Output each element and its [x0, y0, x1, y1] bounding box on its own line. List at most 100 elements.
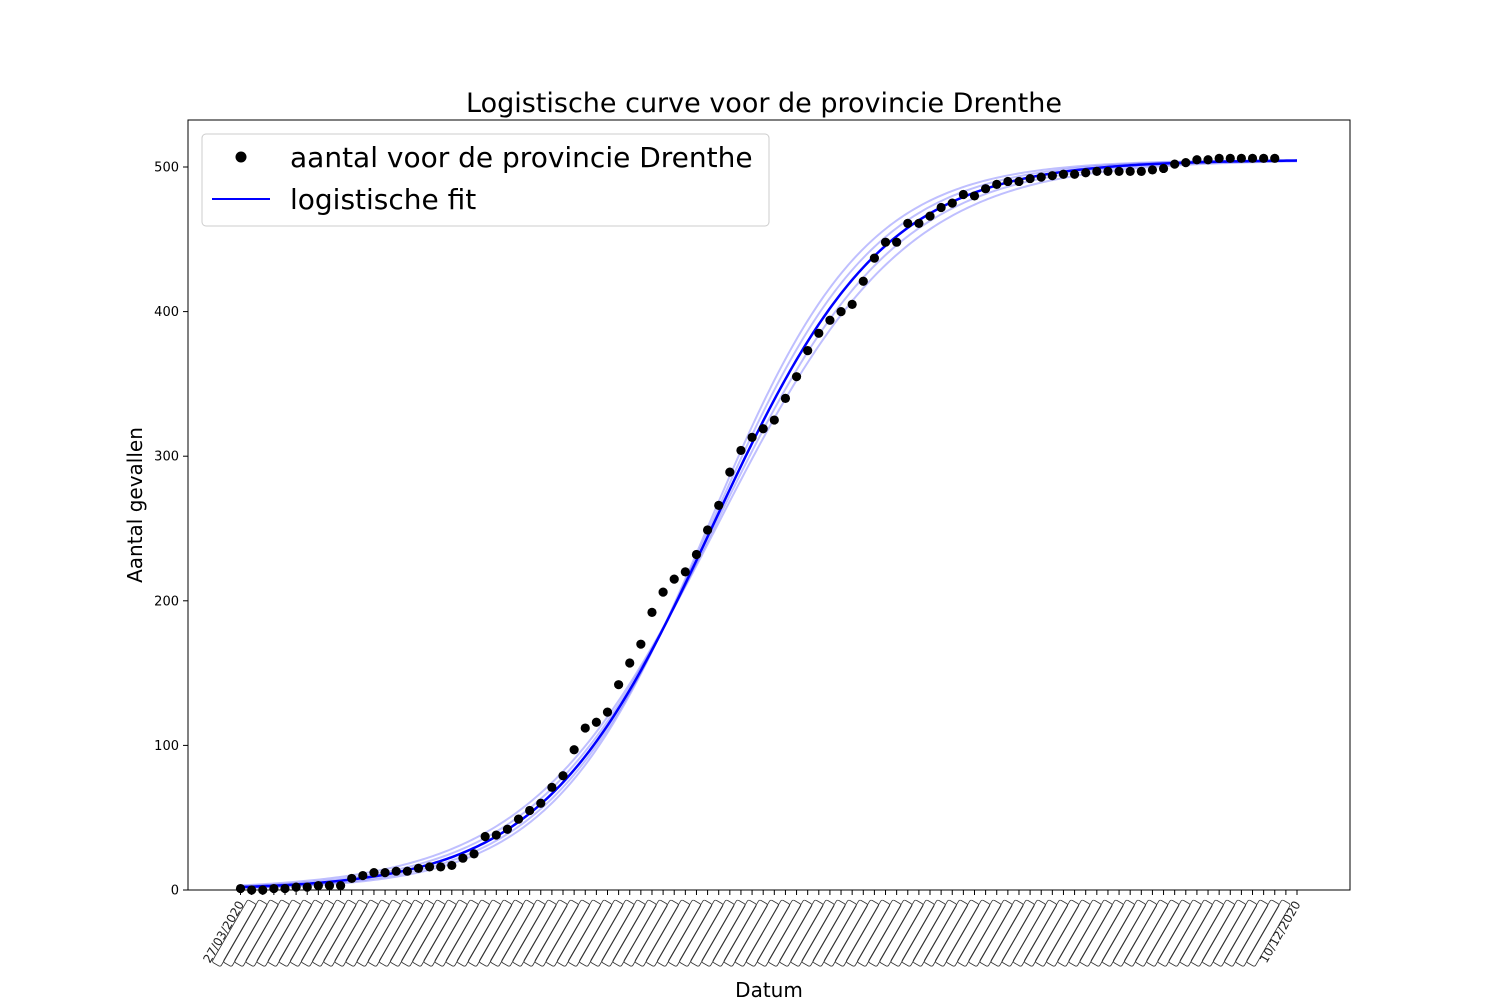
data-point: [925, 211, 935, 221]
data-point: [413, 863, 424, 873]
data-point: [969, 191, 980, 201]
y-tick-label: 500: [154, 161, 179, 176]
data-point: [1047, 171, 1057, 181]
data-point: [636, 639, 646, 649]
data-point: [369, 868, 379, 878]
data-point: [1058, 169, 1069, 179]
legend-marker-points: [235, 151, 247, 163]
y-tick-label: 200: [154, 594, 179, 609]
data-point: [547, 782, 557, 792]
data-point: [591, 717, 601, 727]
data-point: [447, 860, 457, 871]
data-point: [424, 862, 435, 872]
y-axis-label: Aantal gevallen: [123, 427, 147, 583]
legend-box: [201, 133, 770, 227]
data-point: [402, 866, 412, 876]
legend: aantal voor de provincie Drenthe logisti…: [201, 133, 770, 227]
data-point: [1136, 166, 1146, 176]
data-point: [747, 432, 757, 442]
fit-band-line: [240, 159, 1298, 890]
data-point: [347, 873, 357, 884]
data-point: [880, 237, 891, 247]
data-point: [1270, 153, 1280, 163]
data-point: [280, 883, 290, 894]
data-point: [714, 500, 724, 510]
data-point: [903, 218, 913, 228]
legend-label-points: aantal voor de provincie Drenthe: [290, 141, 753, 174]
plot-frame: [187, 119, 1351, 891]
x-axis-label: Datum: [735, 978, 803, 1000]
y-tick-label: 300: [154, 450, 179, 465]
y-tick-label: 0: [171, 884, 179, 899]
data-point: [658, 587, 668, 597]
data-point: [625, 658, 635, 668]
data-point: [769, 415, 779, 425]
data-point: [1069, 169, 1080, 179]
data-point: [1181, 158, 1191, 168]
data-point: [1014, 176, 1024, 187]
data-point: [647, 607, 657, 617]
data-point: [702, 525, 713, 535]
data-point: [1025, 173, 1035, 184]
data-point: [569, 745, 579, 755]
data-point: [858, 276, 868, 286]
data-point: [1036, 172, 1046, 182]
y-tick-label: 100: [154, 739, 179, 754]
data-point: [1192, 155, 1202, 165]
data-point: [1003, 176, 1013, 187]
data-point: [825, 315, 835, 325]
data-point: [436, 862, 446, 872]
data-point: [469, 849, 479, 859]
data-point: [669, 574, 679, 584]
data-point: [1081, 168, 1091, 178]
data-point: [1225, 153, 1235, 163]
data-point: [235, 883, 246, 894]
chart-title: Logistische curve voor de provincie Dren…: [466, 88, 1062, 119]
data-point: [580, 723, 590, 733]
y-axis: 0 100 200 300 400 500: [154, 161, 188, 899]
data-point: [892, 237, 902, 247]
data-point: [536, 798, 546, 808]
data-point: [814, 328, 824, 338]
data-point: [480, 831, 490, 842]
data-point: [1158, 163, 1169, 174]
data-point: [836, 307, 846, 317]
data-point: [1203, 155, 1213, 165]
data-point: [847, 299, 857, 309]
data-point: [324, 881, 335, 891]
data-point: [614, 680, 624, 690]
data-point: [391, 866, 401, 876]
data-point: [736, 445, 746, 456]
data-point: [1147, 165, 1158, 175]
data-point: [313, 881, 323, 891]
data-point: [691, 549, 702, 560]
data-point: [803, 346, 813, 356]
data-point: [358, 870, 368, 881]
data-point: [914, 218, 924, 228]
data-point: [1214, 153, 1224, 163]
data-point: [502, 824, 513, 834]
data-point: [1092, 166, 1102, 176]
data-point: [1236, 153, 1246, 163]
legend-label-line: logistische fit: [290, 183, 476, 216]
data-point: [1170, 159, 1180, 169]
data-point: [1114, 166, 1124, 176]
data-point: [758, 424, 768, 434]
data-point: [947, 198, 957, 208]
data-point: [380, 868, 390, 878]
data-point: [992, 179, 1002, 189]
data-point: [680, 567, 690, 577]
data-point: [513, 814, 524, 824]
data-point: [558, 771, 568, 781]
x-tick-label-mark: [1246, 899, 1291, 967]
data-point: [981, 184, 991, 194]
y-tick-label: 400: [154, 305, 179, 320]
data-point: [525, 805, 535, 816]
data-point: [725, 467, 735, 477]
data-point: [958, 189, 968, 200]
data-point: [1247, 153, 1258, 163]
data-point: [1259, 153, 1269, 163]
data-point: [269, 883, 279, 894]
data-point: [936, 202, 946, 213]
